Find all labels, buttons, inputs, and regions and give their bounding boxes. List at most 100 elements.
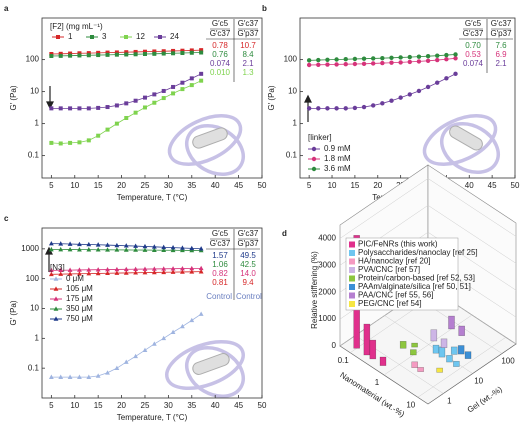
marker — [325, 106, 330, 111]
marker — [151, 269, 157, 275]
marker — [334, 106, 339, 111]
y-tick-label: 10 — [30, 87, 39, 96]
legend-label: 750 μM — [66, 314, 93, 323]
table-header: G′c5 — [212, 229, 229, 238]
x-tick-label: 50 — [258, 401, 267, 410]
legend-label: Protein/carbon-based [ref 52, 53] — [358, 274, 475, 283]
bar — [446, 355, 453, 363]
marker — [161, 244, 167, 250]
marker — [142, 269, 148, 275]
table-cell: 1.06 — [212, 260, 228, 269]
marker — [453, 71, 458, 77]
legend-label: HA/nanoclay [ref 20] — [358, 257, 430, 266]
marker — [199, 71, 204, 76]
marker — [444, 57, 449, 62]
table-header: G′c37 — [210, 239, 231, 248]
marker — [68, 53, 73, 58]
legend-label: 1 — [68, 32, 73, 41]
z-tick-label: 1000 — [318, 314, 336, 323]
marker — [189, 265, 195, 271]
marker — [407, 54, 412, 60]
marker — [161, 96, 166, 101]
marker — [361, 104, 367, 110]
marker — [199, 50, 204, 55]
marker — [161, 51, 166, 56]
marker — [189, 83, 194, 88]
y-tick-label: 10 — [474, 377, 483, 386]
bar — [457, 345, 465, 355]
y-tick-label: 0.1 — [28, 151, 40, 160]
table-cell: 1.57 — [212, 251, 228, 260]
marker — [77, 106, 82, 111]
y-tick-label: 1 — [293, 119, 298, 128]
x-tick-label: 5 — [307, 181, 312, 190]
table-cell: 1.3 — [242, 68, 254, 77]
legend-marker — [56, 35, 60, 39]
marker — [343, 57, 348, 62]
bar — [432, 344, 440, 354]
table-cell: 0.010 — [210, 68, 231, 77]
marker — [416, 59, 422, 64]
bar — [411, 361, 418, 368]
marker — [325, 62, 330, 67]
marker — [86, 241, 92, 247]
annotation: Control — [206, 292, 232, 301]
x-tick-label: 20 — [373, 181, 382, 190]
marker — [105, 370, 110, 375]
marker — [123, 270, 129, 275]
legend-label: 105 μM — [66, 284, 93, 293]
marker — [380, 101, 385, 106]
table-cell: 0.82 — [212, 269, 228, 278]
marker — [77, 51, 82, 56]
marker — [152, 100, 157, 105]
x-tick-label: 45 — [234, 181, 243, 190]
marker — [105, 266, 110, 272]
marker — [435, 57, 440, 63]
marker — [68, 140, 73, 145]
marker — [152, 49, 157, 54]
table-cell: 6.9 — [495, 50, 507, 59]
marker — [161, 49, 166, 54]
bar — [411, 342, 418, 348]
legend-label: 24 — [170, 32, 179, 41]
marker — [199, 78, 204, 83]
marker — [435, 80, 440, 85]
legend-marker — [53, 286, 59, 291]
illustration — [165, 114, 500, 398]
marker — [77, 267, 82, 272]
plot-frame — [41, 227, 263, 399]
marker — [189, 48, 194, 53]
marker — [171, 48, 176, 53]
marker — [161, 88, 166, 93]
x-tick-label: 30 — [164, 401, 173, 410]
table-cell: 9.4 — [242, 278, 254, 287]
table-header: G′c37 — [238, 229, 259, 238]
legend-marker — [90, 35, 94, 39]
legend-swatch — [349, 241, 355, 248]
table-cell: 7.6 — [495, 41, 507, 50]
bar — [369, 339, 377, 360]
table-cell: 2.1 — [242, 59, 254, 68]
marker — [58, 241, 64, 246]
marker — [49, 140, 54, 145]
marker — [380, 60, 385, 66]
bar — [438, 346, 446, 358]
marker — [105, 270, 110, 276]
z-tick-label: 3000 — [318, 260, 336, 269]
marker — [180, 269, 185, 274]
legend-label: 12 — [136, 32, 145, 41]
marker — [95, 247, 101, 252]
marker — [180, 247, 185, 253]
marker — [389, 55, 394, 61]
marker — [198, 269, 204, 274]
marker — [180, 48, 185, 53]
marker — [133, 52, 138, 57]
marker — [68, 51, 73, 56]
marker — [114, 365, 120, 370]
marker — [444, 76, 449, 81]
y-tick-label: 10 — [288, 87, 297, 96]
legend-title: [linker] — [308, 133, 332, 142]
y-tick-label: 100 — [501, 357, 515, 366]
table-header: G′c5 — [212, 19, 229, 28]
